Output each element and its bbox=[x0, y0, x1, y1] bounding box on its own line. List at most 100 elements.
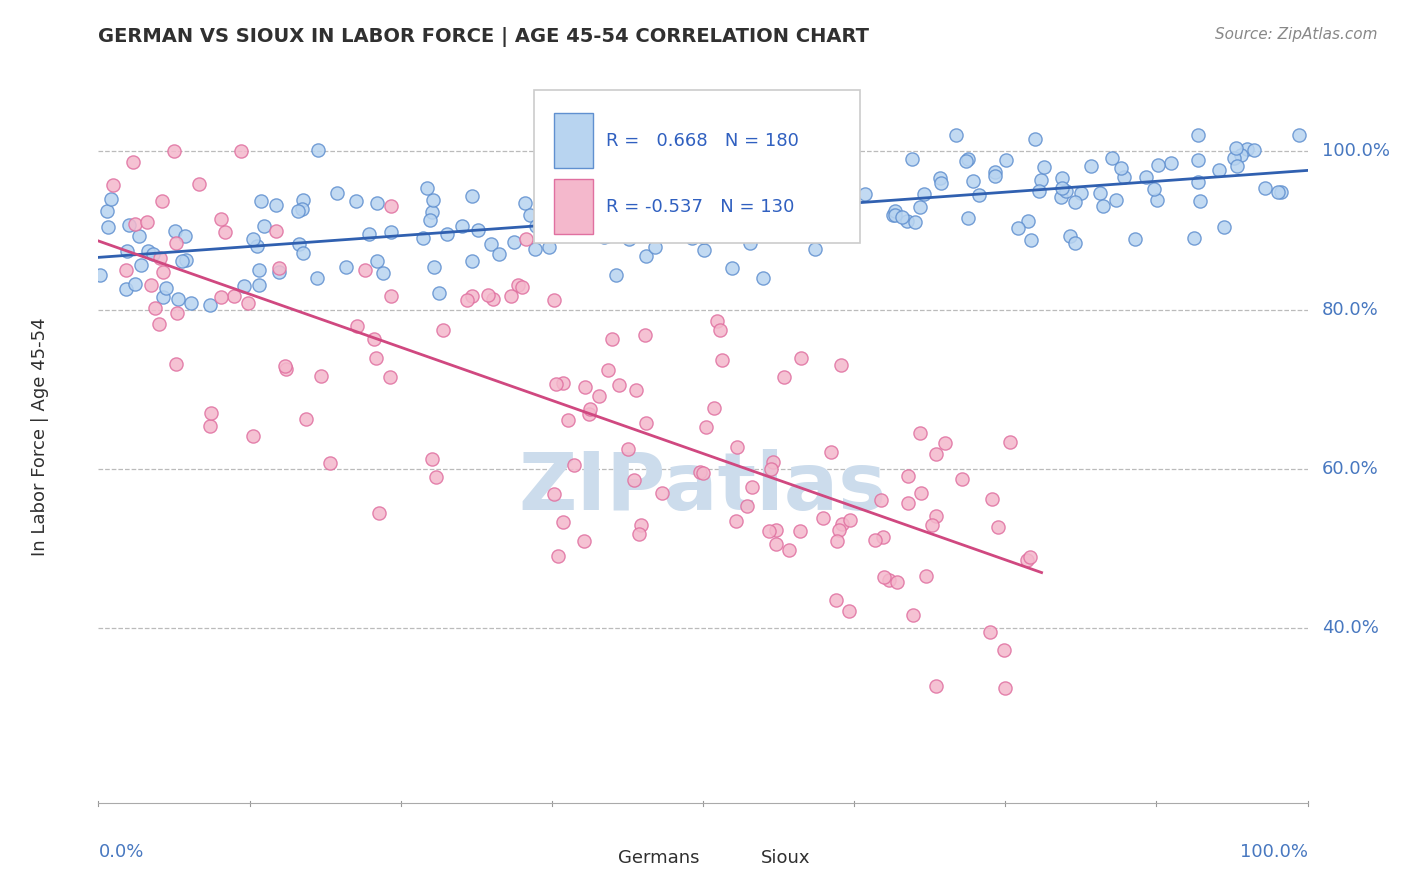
Point bbox=[605, 268, 627, 283]
Point bbox=[823, 204, 845, 219]
Point bbox=[115, 263, 138, 277]
Point bbox=[166, 305, 188, 319]
Point bbox=[1147, 158, 1170, 172]
Point bbox=[536, 203, 558, 218]
Point bbox=[287, 203, 309, 218]
Point bbox=[957, 211, 980, 225]
Point bbox=[1187, 153, 1209, 168]
Point bbox=[662, 204, 685, 219]
Point bbox=[1187, 128, 1209, 142]
Point bbox=[910, 486, 932, 500]
Point bbox=[718, 211, 741, 225]
Point bbox=[675, 216, 697, 230]
Point bbox=[1101, 151, 1123, 165]
Point bbox=[378, 370, 401, 384]
Point bbox=[122, 154, 145, 169]
Point bbox=[724, 514, 747, 528]
Point bbox=[952, 472, 974, 486]
Point bbox=[762, 455, 785, 469]
Point bbox=[510, 280, 533, 294]
Point bbox=[1015, 553, 1038, 567]
Point bbox=[1160, 155, 1182, 169]
Text: GERMAN VS SIOUX IN LABOR FORCE | AGE 45-54 CORRELATION CHART: GERMAN VS SIOUX IN LABOR FORCE | AGE 45-… bbox=[98, 27, 869, 46]
FancyBboxPatch shape bbox=[554, 113, 593, 169]
Point bbox=[813, 160, 835, 174]
Point bbox=[1007, 221, 1029, 235]
Point bbox=[1254, 181, 1277, 195]
Point bbox=[759, 462, 782, 476]
Point bbox=[588, 389, 610, 403]
Point bbox=[1225, 141, 1247, 155]
Point bbox=[557, 413, 579, 427]
Point bbox=[291, 245, 314, 260]
Point bbox=[89, 268, 111, 282]
Point bbox=[124, 277, 146, 291]
Point bbox=[1080, 159, 1102, 173]
Point bbox=[427, 286, 450, 301]
Point bbox=[422, 260, 444, 274]
Point bbox=[658, 183, 681, 197]
Text: ZIPatlas: ZIPatlas bbox=[519, 450, 887, 527]
Point bbox=[209, 290, 232, 304]
Point bbox=[636, 416, 658, 430]
FancyBboxPatch shape bbox=[588, 850, 614, 866]
Point bbox=[117, 244, 139, 258]
Point bbox=[779, 171, 801, 186]
Point bbox=[543, 486, 565, 500]
Point bbox=[165, 235, 187, 250]
Point bbox=[305, 271, 328, 285]
Point bbox=[224, 289, 246, 303]
Point bbox=[630, 518, 652, 533]
Point bbox=[778, 542, 800, 557]
Point bbox=[174, 253, 197, 268]
FancyBboxPatch shape bbox=[534, 89, 860, 244]
Point bbox=[652, 190, 675, 204]
Point bbox=[839, 513, 862, 527]
Point bbox=[363, 332, 385, 346]
Point bbox=[765, 523, 787, 537]
Point bbox=[287, 236, 309, 251]
Point bbox=[380, 225, 402, 239]
Point bbox=[921, 518, 943, 533]
Point bbox=[266, 224, 288, 238]
Point bbox=[924, 508, 946, 523]
Point bbox=[198, 418, 221, 433]
Point bbox=[117, 219, 139, 233]
Point bbox=[994, 153, 1017, 167]
Point bbox=[461, 288, 484, 302]
Point bbox=[720, 227, 742, 241]
Point bbox=[884, 204, 907, 219]
Point bbox=[925, 679, 948, 693]
Point bbox=[634, 157, 657, 171]
Point bbox=[1236, 142, 1258, 156]
Point bbox=[811, 511, 834, 525]
Point bbox=[912, 187, 935, 202]
Point bbox=[1208, 163, 1230, 178]
Point bbox=[436, 227, 458, 242]
Point bbox=[773, 370, 796, 384]
Point bbox=[1059, 229, 1081, 244]
Point bbox=[543, 293, 565, 307]
Point bbox=[238, 296, 260, 310]
Point bbox=[482, 292, 505, 306]
Point bbox=[735, 499, 758, 513]
Point bbox=[1054, 184, 1077, 198]
Point bbox=[595, 229, 617, 244]
Point bbox=[200, 406, 222, 420]
Point bbox=[1070, 186, 1092, 200]
Text: 100.0%: 100.0% bbox=[1322, 142, 1391, 160]
Point bbox=[163, 144, 186, 158]
Point bbox=[877, 573, 900, 587]
Point bbox=[703, 401, 725, 415]
Point bbox=[882, 208, 904, 222]
Point bbox=[100, 192, 122, 206]
Point bbox=[266, 197, 288, 211]
Point bbox=[987, 520, 1010, 534]
Point bbox=[983, 165, 1005, 179]
Point bbox=[738, 236, 761, 251]
Point bbox=[246, 238, 269, 252]
Point bbox=[693, 243, 716, 257]
Point bbox=[1184, 231, 1206, 245]
Point bbox=[1114, 170, 1136, 185]
Point bbox=[598, 219, 620, 234]
